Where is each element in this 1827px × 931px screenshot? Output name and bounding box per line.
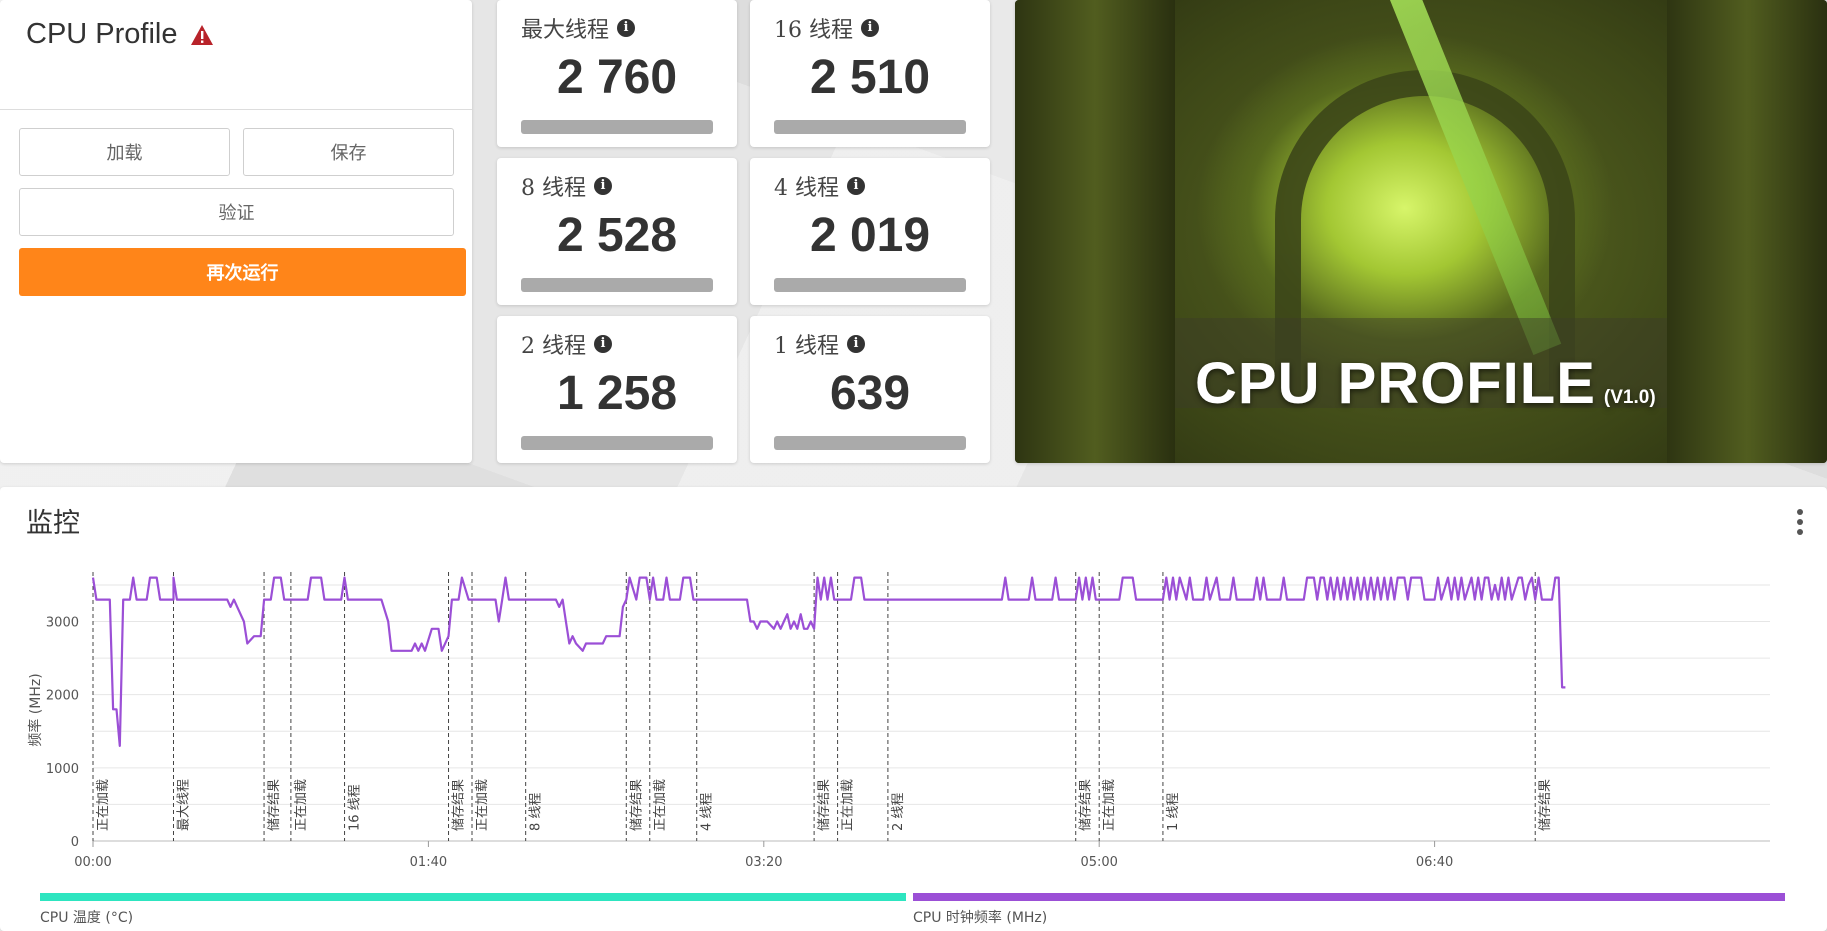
banner-title-text: CPU PROFILE xyxy=(1195,351,1596,416)
score-value: 2 528 xyxy=(556,209,678,262)
phase-marker-label: 2 线程 xyxy=(891,793,906,831)
info-icon[interactable]: i xyxy=(594,335,612,353)
phase-marker-label: 正在加载 xyxy=(653,779,668,831)
phase-marker-label: 储存结果 xyxy=(267,779,282,831)
panel-title: CPU Profile xyxy=(26,18,178,50)
x-tick-label: 06:40 xyxy=(1416,855,1453,870)
y-tick-label: 2000 xyxy=(46,689,79,704)
phase-marker-label: 16 线程 xyxy=(348,784,363,831)
y-tick-label: 0 xyxy=(71,835,79,850)
x-tick-label: 05:00 xyxy=(1080,855,1117,870)
score-label: 1 线程 xyxy=(774,334,839,359)
score-bar xyxy=(521,120,713,134)
x-tick-label: 01:40 xyxy=(410,855,447,870)
score-value: 1 258 xyxy=(556,367,678,420)
phase-marker-label: 储存结果 xyxy=(1538,779,1553,831)
info-icon[interactable]: i xyxy=(847,335,865,353)
clock-frequency-line xyxy=(91,576,1566,747)
legend-clock-bar[interactable] xyxy=(913,893,1785,901)
info-icon[interactable]: i xyxy=(617,19,636,37)
verify-button[interactable]: 验证 xyxy=(19,188,454,236)
phase-marker-label: 正在加载 xyxy=(96,779,111,831)
warning-icon[interactable] xyxy=(190,24,214,46)
load-button[interactable]: 加载 xyxy=(19,128,230,176)
score-value: 639 xyxy=(829,367,911,420)
phase-marker-label: 8 线程 xyxy=(529,793,544,831)
panel-header: CPU Profile xyxy=(0,0,472,110)
phase-marker-label: 1 线程 xyxy=(1166,793,1181,831)
y-tick-label: 1000 xyxy=(46,762,79,777)
legend-clock-label: CPU 时钟频率 (MHz) xyxy=(913,910,1048,926)
phase-marker-label: 储存结果 xyxy=(629,779,644,831)
banner-title: CPU PROFILE (V1.0) xyxy=(1195,350,1675,417)
score-card-4-threads: 4 线程 i 2 019 xyxy=(750,158,990,305)
x-tick-label: 03:20 xyxy=(745,855,782,870)
info-icon[interactable]: i xyxy=(594,177,612,195)
score-label: 2 线程 xyxy=(521,334,586,359)
run-again-button[interactable]: 再次运行 xyxy=(19,248,466,296)
frequency-chart: 0 1000 2000 3000 频率 (MHz) 00:00 01:40 03:20 05:0… xyxy=(27,572,1770,870)
score-label: 16 线程 xyxy=(774,18,853,43)
y-axis-label: 频率 (MHz) xyxy=(27,673,44,746)
y-tick-label: 3000 xyxy=(46,616,79,631)
info-icon[interactable]: i xyxy=(847,177,865,195)
score-bar xyxy=(774,436,966,450)
score-bar xyxy=(774,120,966,134)
score-card-2-threads: 2 线程 i 1 258 xyxy=(497,316,737,463)
score-value: 2 760 xyxy=(556,51,678,104)
banner-pillar-right xyxy=(1667,0,1827,463)
score-label: 最大线程 xyxy=(521,18,610,43)
x-tick-label: 00:00 xyxy=(74,855,111,870)
test-control-panel: CPU Profile 加载 保存 验证 再次运行 xyxy=(0,0,472,463)
score-bar xyxy=(521,278,713,292)
phase-marker-label: 正在加载 xyxy=(475,779,490,831)
phase-marker-label: 正在加载 xyxy=(1102,779,1117,831)
phase-marker-label: 储存结果 xyxy=(817,779,832,831)
score-card-8-threads: 8 线程 i 2 528 xyxy=(497,158,737,305)
monitoring-panel: 监控 0 1000 2000 3000 频率 (MHz) 00:00 01:40 03:20 0… xyxy=(0,487,1827,931)
score-card-1-thread: 1 线程 i 639 xyxy=(750,316,990,463)
phase-marker-label: 储存结果 xyxy=(1079,779,1094,831)
phase-marker-label: 正在加载 xyxy=(841,779,856,831)
phase-marker-label: 正在加载 xyxy=(294,779,309,831)
score-label: 8 线程 xyxy=(521,176,586,201)
score-value: 2 019 xyxy=(809,209,931,262)
info-icon[interactable]: i xyxy=(861,19,879,37)
legend-temperature-bar[interactable] xyxy=(40,893,906,901)
score-card-16-threads: 16 线程 i 2 510 xyxy=(750,0,990,147)
phase-marker-label: 4 线程 xyxy=(700,793,715,831)
phase-marker-label: 最大线程 xyxy=(176,779,191,831)
banner-title-band xyxy=(1175,318,1667,408)
score-card-max-threads: 最大线程 i 2 760 xyxy=(497,0,737,147)
legend-temperature-label: CPU 温度 (°C) xyxy=(40,910,134,926)
monitoring-title: 监控 xyxy=(26,508,80,539)
benchmark-banner-image: CPU PROFILE (V1.0) xyxy=(1015,0,1827,463)
score-label: 4 线程 xyxy=(774,176,839,201)
more-options-icon[interactable] xyxy=(1795,509,1805,535)
save-button[interactable]: 保存 xyxy=(243,128,454,176)
score-bar xyxy=(774,278,966,292)
banner-pillar-left xyxy=(1015,0,1175,463)
phase-marker-label: 储存结果 xyxy=(452,779,467,831)
banner-version: (V1.0) xyxy=(1603,387,1656,408)
score-bar xyxy=(521,436,713,450)
score-value: 2 510 xyxy=(809,51,931,104)
